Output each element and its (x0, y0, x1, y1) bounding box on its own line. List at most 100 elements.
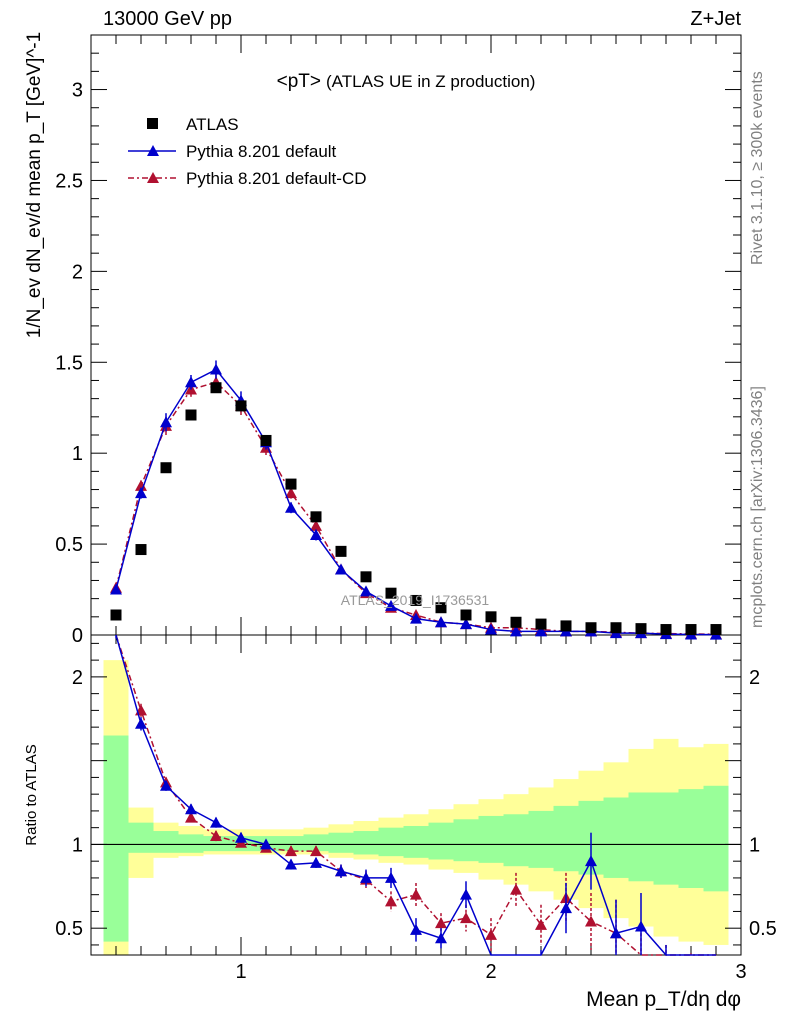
ratio-default-point (585, 855, 597, 867)
atlas-point (435, 602, 447, 614)
ratio-default-point (310, 856, 322, 868)
band-inner (153, 831, 179, 853)
x-tick-label: 1 (235, 961, 246, 983)
default-series-point (435, 616, 447, 628)
y-tick-label: 0.5 (55, 534, 83, 556)
ratio-cd-point (460, 912, 472, 924)
ratio-cd-point (535, 918, 547, 930)
ratio-tick-label-right: 2 (749, 667, 760, 689)
atlas-point (560, 620, 572, 632)
band-inner (478, 815, 504, 863)
band-inner (653, 792, 679, 885)
atlas-point (510, 616, 522, 628)
band-inner (178, 834, 204, 853)
atlas-point (285, 478, 297, 490)
ratio-cd-point (310, 845, 322, 857)
atlas-point (460, 609, 472, 621)
ratio-cd-point (285, 845, 297, 857)
default-series-point (460, 618, 472, 630)
ratio-default-point (610, 927, 622, 939)
cd-series-point (310, 519, 322, 531)
atlas-point (185, 409, 197, 421)
ratio-default-point (410, 923, 422, 935)
band-inner (453, 819, 479, 862)
side-label-top: Rivet 3.1.10, ≥ 300k events (749, 71, 766, 265)
atlas-point (210, 382, 222, 394)
axis-ticks: 00.511.522.531 2 30.5 0.51 12 2 (55, 34, 777, 983)
y-tick-label: 1.5 (55, 352, 83, 374)
atlas-point (610, 622, 622, 634)
legend-marker-cd (147, 172, 159, 183)
atlas-point (160, 462, 172, 474)
side-label-bottom: mcplots.cern.ch [arXiv:1306.3436] (749, 386, 766, 628)
ratio-y-axis-label: Ratio to ATLAS (23, 744, 40, 845)
default-series-point (535, 625, 547, 637)
band-inner (278, 836, 304, 852)
band-inner (128, 822, 154, 853)
ratio-default-point (260, 838, 272, 850)
legend: ATLAS Pythia 8.201 default Pythia 8.201 … (128, 115, 367, 188)
band-inner (353, 831, 379, 855)
default-series-point (485, 623, 497, 635)
ratio-default-point (160, 779, 172, 791)
y-axis-label: 1/N_ev dN_ev/d mean p_T [GeV]^-1 (24, 32, 45, 338)
band-inner (628, 792, 654, 882)
ratio-tick-label: 1 (72, 834, 83, 856)
y-tick-label: 2 (72, 261, 83, 283)
x-tick-label: 3 (735, 961, 746, 983)
ratio-tick-label: 0.5 (55, 918, 83, 940)
default-series-point (210, 363, 222, 375)
ratio-cd-point (210, 830, 222, 842)
band-inner (603, 797, 629, 878)
default-series-point (285, 501, 297, 513)
ratio-default-point (335, 865, 347, 877)
atlas-point (235, 400, 247, 412)
ratio-default-point (385, 871, 397, 883)
x-axis-label: Mean p_T/dη dφ (586, 988, 741, 1011)
ratio-default-point (210, 816, 222, 828)
default-series-point (360, 585, 372, 597)
default-series-point (335, 563, 347, 575)
y-tick-label: 0 (72, 625, 83, 647)
chart-marks (110, 360, 722, 956)
atlas-point (385, 587, 397, 599)
chart-title-sub: (ATLAS UE in Z production) (326, 72, 535, 91)
ratio-default-point (285, 858, 297, 870)
legend-marker-default (147, 145, 159, 156)
header-right: Z+Jet (690, 8, 741, 30)
band-inner (503, 814, 529, 867)
ratio-cd-point (410, 888, 422, 900)
ratio-default-point (635, 920, 647, 932)
band-inner (678, 789, 704, 888)
atlas-point (260, 434, 272, 446)
legend-marker-atlas (147, 118, 158, 129)
ratio-default-point (185, 803, 197, 815)
atlas-point (335, 545, 347, 557)
default-series-point (510, 625, 522, 637)
ratio-default-point (235, 831, 247, 843)
cd-series-point (135, 479, 147, 491)
ratio-default-point (435, 932, 447, 944)
atlas-point (660, 624, 672, 636)
watermark: ATLAS_2019_I1736531 (341, 592, 490, 608)
y-tick-label: 2.5 (55, 170, 83, 192)
band-inner (203, 836, 229, 852)
legend-label-default: Pythia 8.201 default (186, 142, 337, 161)
atlas-point (685, 624, 697, 636)
y-tick-label: 3 (72, 80, 83, 102)
ratio-cd-point (485, 928, 497, 940)
default-series-point (135, 487, 147, 499)
default-series-point (185, 376, 197, 388)
ratio-tick-label: 2 (72, 667, 83, 689)
band-inner (303, 834, 329, 852)
ratio-default-point (360, 871, 372, 883)
band-inner (553, 805, 579, 872)
legend-label-atlas: ATLAS (186, 115, 239, 134)
x-tick-label: 2 (485, 961, 496, 983)
atlas-point (710, 624, 722, 636)
atlas-point (110, 609, 122, 621)
band-inner (103, 735, 129, 942)
atlas-point (585, 622, 597, 634)
default-series-point (110, 583, 122, 595)
